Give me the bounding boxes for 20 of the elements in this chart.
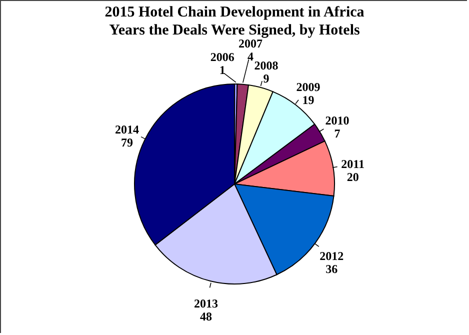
slice-label: 2011	[341, 157, 365, 172]
data-label: 79	[120, 136, 133, 150]
slice-label: 2007	[238, 36, 263, 50]
chart-subtitle: Years the Deals Were Signed, by Hotels	[109, 22, 360, 38]
data-label: 4	[248, 49, 254, 64]
data-label: 48	[200, 309, 212, 324]
slice-label: 2009	[296, 80, 320, 94]
slice-label: 2008	[254, 58, 278, 73]
slice-label: 2012	[320, 249, 344, 264]
chart-title: 2015 Hotel Chain Development in Africa	[104, 4, 365, 20]
data-label: 19	[302, 93, 314, 108]
slice-label: 2013	[194, 296, 218, 310]
slice-label: 2014	[114, 122, 139, 137]
slice-label: 2010	[325, 114, 350, 128]
data-label: 9	[263, 72, 270, 86]
data-label: 36	[326, 262, 338, 276]
data-label: 1	[219, 63, 226, 78]
data-label: 7	[334, 126, 340, 141]
data-label: 20	[346, 170, 359, 184]
slice-label: 2006	[210, 50, 234, 64]
